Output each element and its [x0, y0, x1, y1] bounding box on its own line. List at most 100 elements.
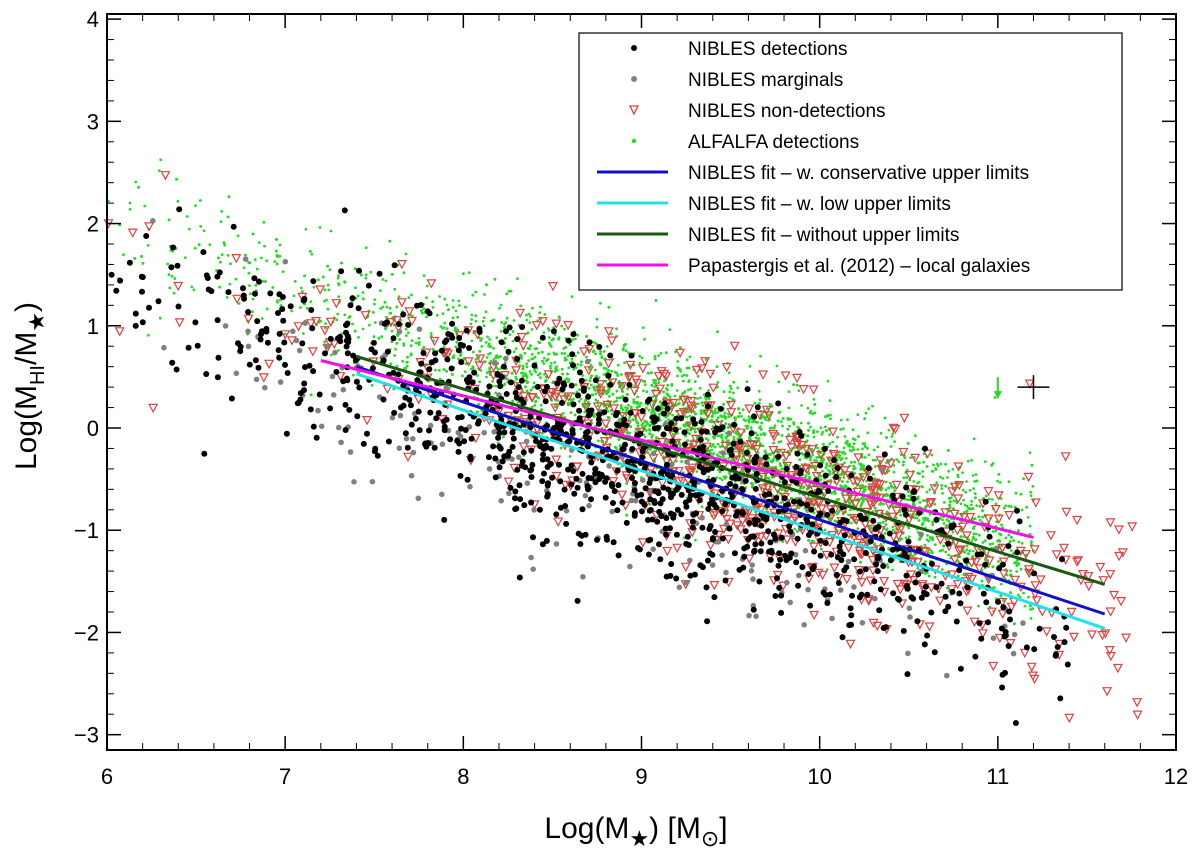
alfalfa-point: [140, 255, 143, 258]
alfalfa-point: [605, 367, 608, 370]
non-detection-point: [1132, 698, 1143, 708]
alfalfa-point: [751, 420, 754, 424]
alfalfa-point: [199, 225, 203, 228]
alfalfa-point: [812, 435, 816, 439]
non-detection-point: [926, 498, 937, 508]
marginal-point: [408, 472, 415, 479]
alfalfa-point: [580, 360, 583, 363]
non-detection-point: [551, 455, 562, 465]
alfalfa-point: [395, 305, 399, 309]
alfalfa-point: [494, 391, 498, 395]
alfalfa-point: [422, 274, 426, 278]
alfalfa-point: [353, 329, 357, 333]
non-detection-point: [515, 308, 526, 319]
marginal-point: [338, 439, 344, 446]
alfalfa-point: [887, 486, 890, 490]
alfalfa-point: [983, 539, 987, 543]
alfalfa-point: [693, 427, 697, 431]
alfalfa-point: [863, 417, 867, 420]
non-detection-point: [993, 491, 1004, 501]
non-detection-point: [579, 347, 589, 357]
non-detection-point: [1097, 630, 1108, 641]
alfalfa-point: [816, 446, 819, 450]
alfalfa-point: [741, 469, 745, 473]
non-detection-point: [672, 543, 683, 554]
non-detection-point: [905, 471, 915, 481]
alfalfa-point: [807, 472, 811, 476]
alfalfa-point: [964, 490, 968, 494]
alfalfa-point: [602, 373, 606, 376]
alfalfa-point: [620, 373, 623, 376]
alfalfa-point: [494, 384, 498, 388]
alfalfa-point: [489, 345, 492, 349]
alfalfa-point: [271, 286, 275, 289]
alfalfa-point: [527, 359, 530, 362]
alfalfa-point: [336, 312, 340, 316]
non-detection-point: [621, 471, 632, 481]
alfalfa-point: [617, 438, 621, 441]
marginal-point: [787, 599, 793, 606]
alfalfa-point: [945, 586, 949, 590]
alfalfa-point: [618, 444, 622, 447]
marginal-point: [296, 347, 303, 354]
alfalfa-point: [800, 404, 803, 407]
alfalfa-point: [907, 526, 911, 530]
alfalfa-point: [693, 392, 697, 396]
non-detection-point: [656, 367, 667, 377]
non-detection-point: [1105, 607, 1116, 617]
alfalfa-point: [990, 498, 994, 501]
alfalfa-point: [916, 481, 920, 485]
alfalfa-point: [930, 453, 934, 457]
alfalfa-point: [959, 535, 963, 538]
non-detection-point: [1059, 543, 1069, 554]
alfalfa-point: [249, 292, 252, 295]
alfalfa-point: [748, 364, 752, 368]
alfalfa-point: [590, 393, 594, 397]
alfalfa-point: [927, 574, 931, 578]
alfalfa-point: [254, 283, 258, 287]
marginal-point: [315, 407, 321, 414]
alfalfa-point: [456, 315, 459, 319]
marginal-point: [396, 445, 403, 452]
non-detection-point: [744, 554, 755, 564]
alfalfa-point: [613, 370, 617, 374]
alfalfa-point: [627, 403, 630, 407]
alfalfa-point: [687, 388, 690, 392]
alfalfa-point: [592, 415, 596, 418]
alfalfa-point: [951, 530, 955, 534]
alfalfa-point: [781, 540, 785, 544]
non-detection-point: [994, 633, 1005, 644]
alfalfa-point: [435, 313, 439, 317]
non-detection-point: [920, 547, 931, 557]
alfalfa-point: [431, 347, 435, 351]
alfalfa-point: [485, 356, 489, 359]
alfalfa-point: [710, 415, 714, 419]
alfalfa-point: [1027, 595, 1030, 599]
alfalfa-point: [996, 479, 999, 483]
marginal-point: [683, 579, 690, 586]
alfalfa-point: [893, 440, 896, 443]
alfalfa-point: [879, 431, 883, 435]
alfalfa-point: [292, 294, 296, 298]
alfalfa-point: [228, 282, 232, 286]
alfalfa-point: [389, 362, 393, 366]
alfalfa-point: [759, 433, 763, 436]
alfalfa-point: [905, 498, 909, 501]
alfalfa-point: [970, 539, 974, 543]
alfalfa-point: [549, 366, 552, 370]
non-detection-point: [668, 430, 679, 441]
alfalfa-point: [891, 568, 894, 572]
non-detection-point: [949, 555, 960, 565]
alfalfa-point: [863, 445, 867, 448]
marginal-point: [553, 541, 560, 547]
marginal-point: [290, 328, 296, 335]
alfalfa-point: [865, 479, 868, 483]
alfalfa-point: [467, 271, 471, 274]
alfalfa-point: [966, 459, 970, 463]
alfalfa-point: [553, 361, 557, 364]
alfalfa-point: [839, 418, 843, 422]
alfalfa-point: [716, 468, 720, 471]
alfalfa-point: [779, 420, 783, 424]
alfalfa-point: [812, 397, 816, 401]
non-detection-point: [537, 317, 548, 327]
